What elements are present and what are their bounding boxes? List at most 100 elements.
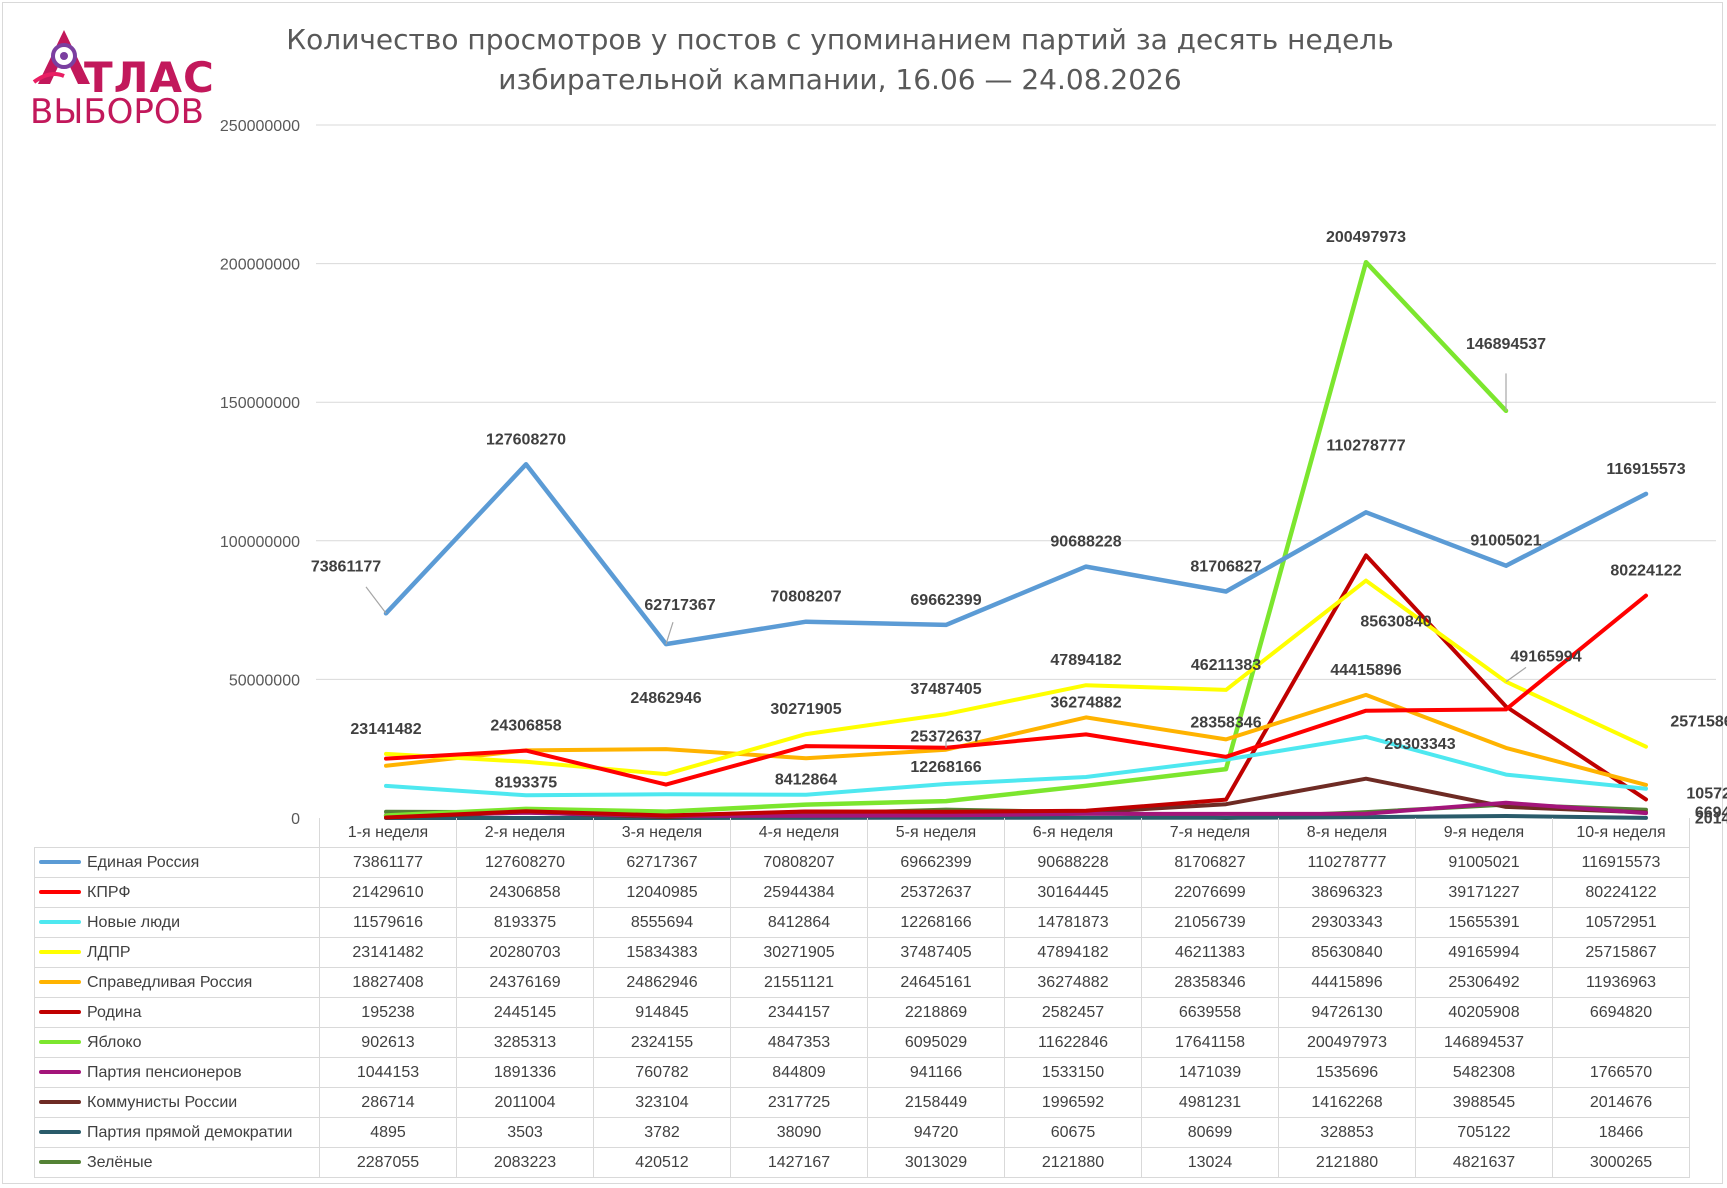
leader-line [365,586,387,614]
series-name-cell: Справедливая Россия [34,967,320,998]
table-cell: 44415896 [1278,967,1416,998]
table-cell: 195238 [319,997,457,1028]
table-row: Новые люди 11579616 8193375 8555694 8412864 1… [34,907,1690,938]
logo-word-atlas: ТЛАС [84,53,215,102]
table-cell: 6095029 [867,1027,1005,1058]
table-cell: 4821637 [1415,1147,1553,1178]
table-cell: 12040985 [593,877,731,908]
table-cell: 85630840 [1278,937,1416,968]
data-label: 10572951 [1686,786,1727,803]
table-cell: 914845 [593,997,731,1028]
table-cell: 90688228 [1004,847,1142,878]
table-cell: 28358346 [1141,967,1279,998]
table-cell: 15834383 [593,937,731,968]
table-cell: 73861177 [319,847,457,878]
table-cell: 4847353 [730,1027,868,1058]
table-cell: 8412864 [730,907,868,938]
table-cell: 328853 [1278,1117,1416,1148]
legend-key [39,1100,81,1105]
series-name: Родина [87,1003,142,1021]
category-label: 8-я неделя [1278,818,1416,848]
table-row: Родина 195238 2445145 914845 2344157 2218869 2… [34,997,1690,1028]
table-cell: 4895 [319,1117,457,1148]
series-name: Справедливая Россия [87,973,253,991]
data-label: 46211383 [1191,657,1261,674]
category-label: 3-я неделя [593,818,731,848]
table-cell: 2121880 [1004,1147,1142,1178]
atlas-logo-mark [32,30,90,84]
table-cell: 1996592 [1004,1087,1142,1118]
data-label: 44415896 [1330,662,1401,679]
table-cell: 94720 [867,1117,1005,1148]
series-name-cell: Коммунисты России [34,1087,320,1118]
category-label: 6-я неделя [1004,818,1142,848]
category-label: 7-я неделя [1141,818,1279,848]
table-cell: 1535696 [1278,1057,1416,1088]
table-cell: 24306858 [456,877,594,908]
table-cell: 2121880 [1278,1147,1416,1178]
table-row: Коммунисты России 286714 2011004 323104 2317… [34,1087,1690,1118]
table-cell: 146894537 [1415,1027,1553,1058]
legend-key [39,1070,81,1075]
table-cell: 2324155 [593,1027,731,1058]
table-cell: 941166 [867,1057,1005,1088]
data-label: 110278777 [1326,437,1405,454]
table-cell: 2287055 [319,1147,457,1178]
table-cell: 39171227 [1415,877,1553,908]
table-cell: 14781873 [1004,907,1142,938]
table-cell: 30271905 [730,937,868,968]
table-cell: 30164445 [1004,877,1142,908]
data-label: 49165994 [1510,649,1581,666]
table-cell: 80699 [1141,1117,1279,1148]
table-cell: 902613 [319,1027,457,1058]
category-label: 4-я неделя [730,818,868,848]
data-label: 6694820 [1695,804,1727,821]
series-name-cell: Зелёные [34,1147,320,1178]
table-row: КПРФ 21429610 24306858 12040985 25944384 2537… [34,877,1690,908]
table-cell: 62717367 [593,847,731,878]
table-cell: 3285313 [456,1027,594,1058]
table-cell: 127608270 [456,847,594,878]
series-name-cell: КПРФ [34,877,320,908]
table-row: Зелёные 2287055 2083223 420512 1427167 301302… [34,1147,1690,1178]
table-cell: 1044153 [319,1057,457,1088]
table-corner [34,818,320,848]
series-line-6 [383,259,1509,818]
table-cell: 2344157 [730,997,868,1028]
legend-key [39,950,81,955]
series-name: Яблоко [87,1033,142,1051]
series-name-cell: Партия прямой демократии [34,1117,320,1148]
table-cell: 4981231 [1141,1087,1279,1118]
data-label: 8412864 [775,772,837,789]
table-cell: 25306492 [1415,967,1553,998]
table-cell: 21551121 [730,967,868,998]
table-cell: 1891336 [456,1057,594,1088]
table-cell: 47894182 [1004,937,1142,968]
data-label: 47894182 [1050,652,1121,669]
table-cell: 3988545 [1415,1087,1553,1118]
table-cell: 116915573 [1552,847,1690,878]
table-cell: 2445145 [456,997,594,1028]
table-cell: 10572951 [1552,907,1690,938]
data-label: 25715867 [1670,714,1727,731]
series-name: Коммунисты России [87,1093,238,1111]
table-cell: 2011004 [456,1087,594,1118]
category-label: 9-я неделя [1415,818,1553,848]
chart-title: Количество просмотров у постов с упомина… [286,23,1394,96]
series-name: Единая Россия [87,853,200,871]
y-tick-label: 200000000 [220,257,300,274]
table-cell: 94726130 [1278,997,1416,1028]
table-cell: 420512 [593,1147,731,1178]
table-cell: 3782 [593,1117,731,1148]
data-label: 146894537 [1466,336,1546,353]
data-label: 91005021 [1470,533,1541,550]
data-label: 36274882 [1050,694,1121,711]
legend-key [39,980,81,985]
table-cell: 8555694 [593,907,731,938]
logo-word-vyborov: ВЫБОРОВ [30,92,205,132]
category-label: 10-я неделя [1552,818,1690,848]
table-row: Партия прямой демократии 4895 3503 3782 3809… [34,1117,1690,1148]
table-cell: 3503 [456,1117,594,1148]
table-cell: 2582457 [1004,997,1142,1028]
